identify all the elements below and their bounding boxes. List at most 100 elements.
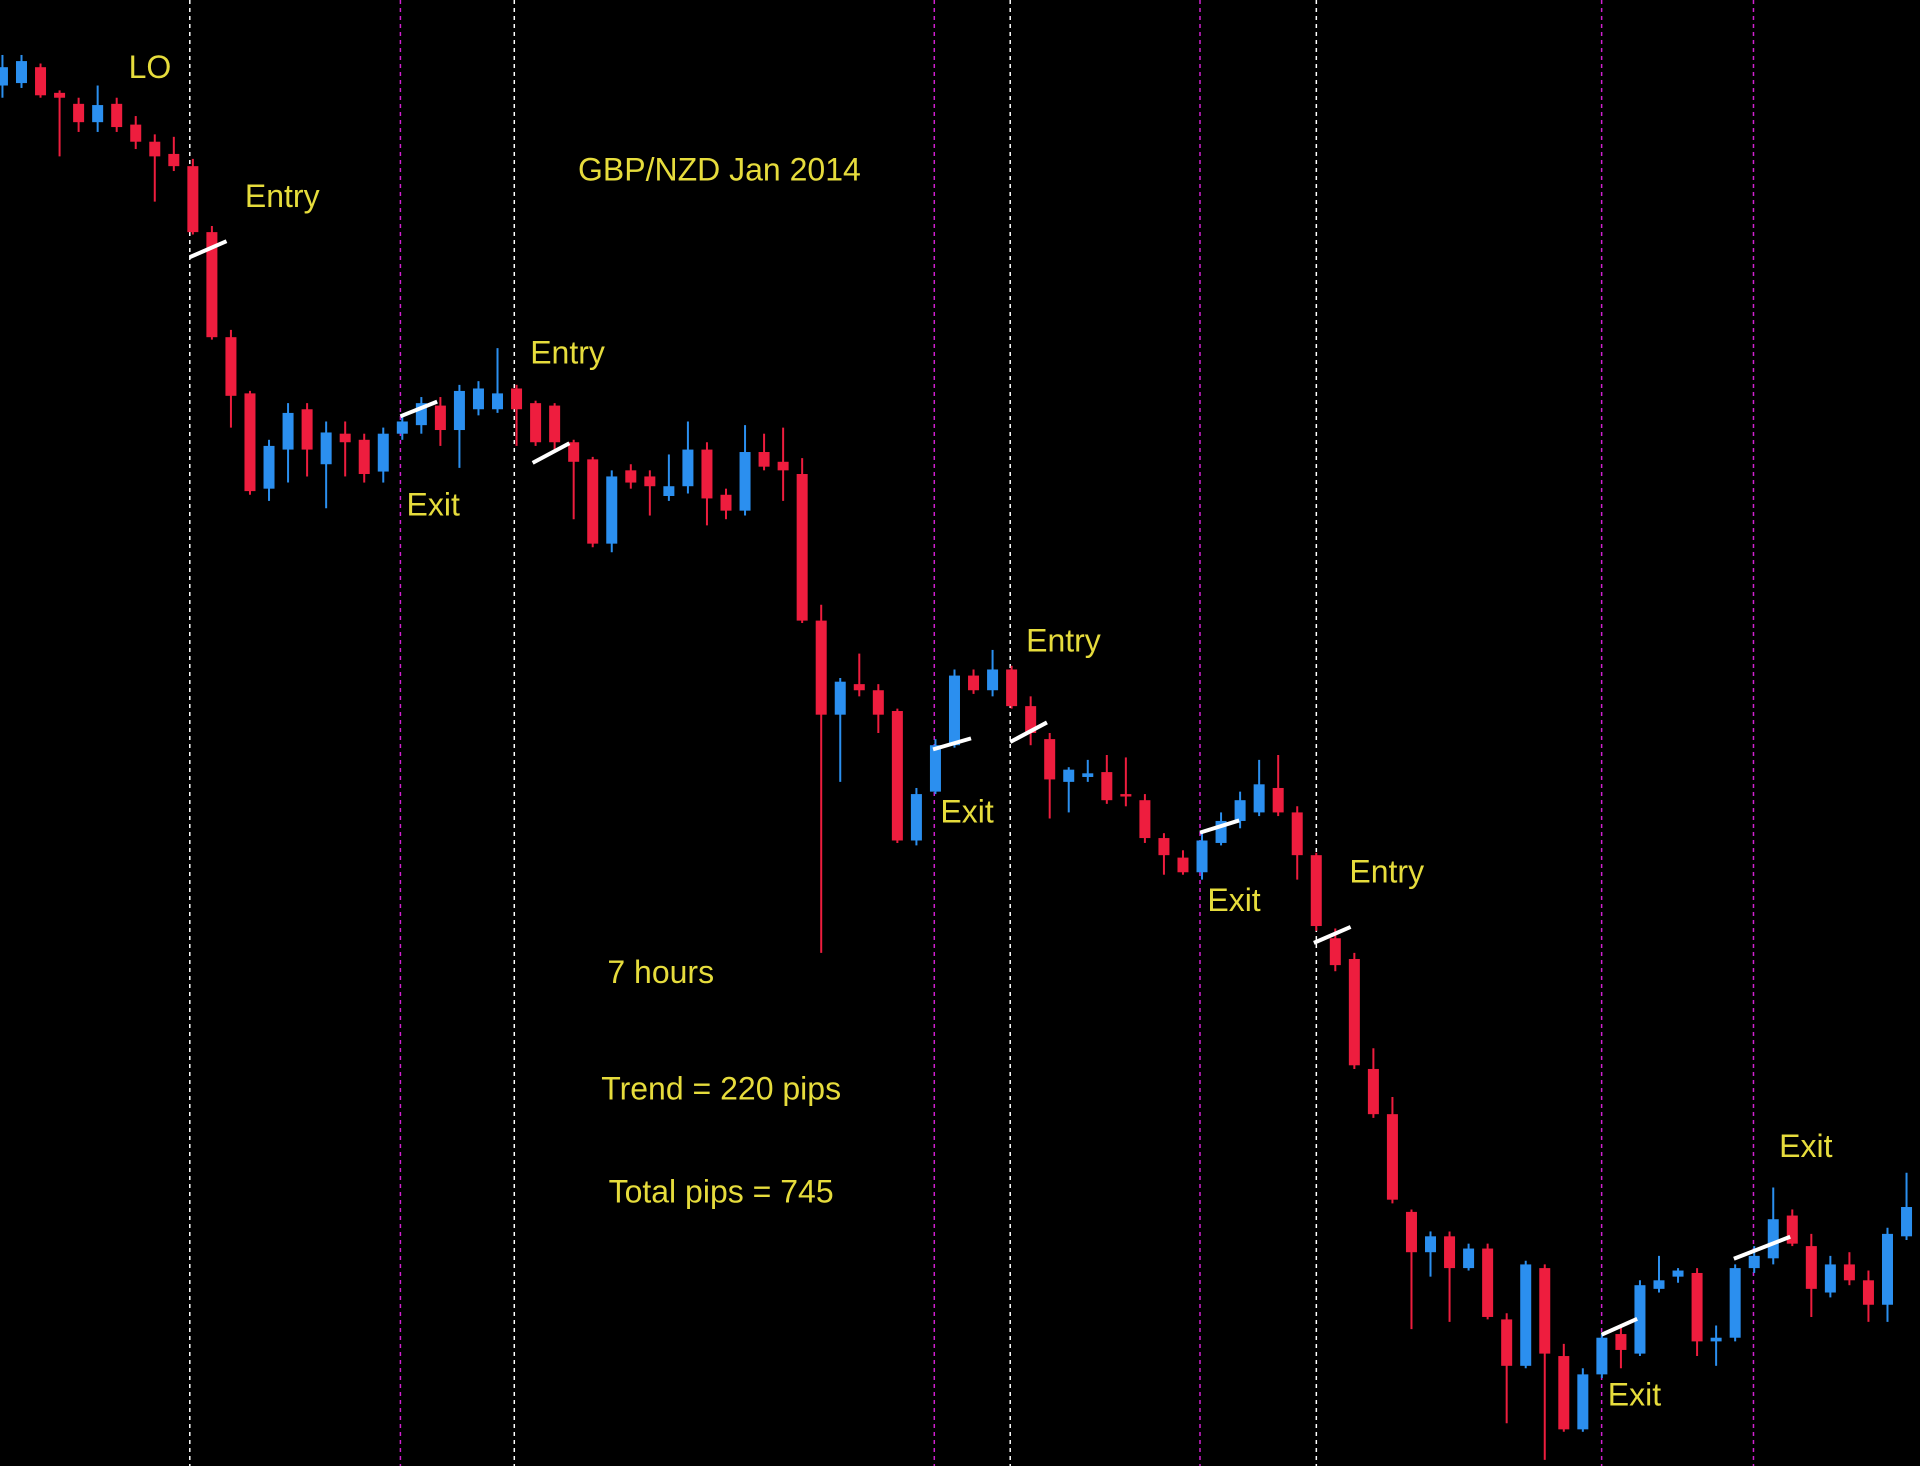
trade-marker [1009,720,1048,744]
candle-body [1729,1268,1741,1338]
candle-body [1901,1207,1913,1237]
candle-body [282,412,294,450]
trade-marker [531,441,571,465]
candle-body [1310,855,1322,927]
candle-body [0,67,8,86]
candle-body [929,745,941,792]
candle-body [1215,820,1227,843]
candle-body [777,461,789,471]
candle-body [1843,1264,1855,1281]
candle-body [1501,1319,1513,1366]
candle-body [358,439,370,475]
trade-marker [189,239,228,259]
candle-body [987,669,999,691]
candle-body [149,141,161,157]
candle-body [1348,959,1360,1066]
candle-body [1405,1211,1417,1253]
candle-body [1691,1272,1703,1342]
candle-body [453,390,465,431]
candle-body [1805,1246,1817,1289]
annotation: Exit [940,794,993,830]
annotation: Trend = 220 pips [601,1070,841,1106]
candle-body [1386,1114,1398,1200]
candle-body [1139,800,1151,839]
annotation: Entry [1026,622,1101,658]
candle-body [1615,1334,1627,1350]
candle-body [130,124,142,142]
candle-body [1329,938,1341,966]
candle-body [1006,669,1018,707]
candle-body [320,432,332,465]
candle-body [1025,706,1037,733]
candle-body [1520,1264,1532,1366]
candle-body [1748,1255,1760,1269]
candle-body [244,393,256,492]
candle-body [511,388,523,410]
candle-body [701,449,713,499]
candle-body [73,103,85,123]
candle-body [948,675,960,746]
candle-body [492,393,504,410]
candle-body [1577,1374,1589,1430]
candle-body [1291,812,1303,856]
candle-body [1234,800,1246,821]
candle-body [1634,1285,1646,1354]
candle-body [587,459,599,544]
candle-body [834,681,846,715]
candle-body [1063,769,1075,782]
chart-title: GBP/NZD Jan 2014 [578,151,861,187]
candle-body [1082,773,1094,777]
annotation: Entry [245,178,320,214]
candle-body [1596,1337,1608,1375]
candle-body [663,486,675,496]
candle-body [1044,739,1056,780]
annotation: LO [129,49,172,85]
candle-body [1539,1268,1551,1354]
candle-body [1177,857,1189,873]
candle-body [187,166,199,233]
annotation: Entry [530,335,605,371]
candle-body [1558,1356,1570,1430]
candle-body [377,433,389,472]
candle-body [1463,1248,1475,1269]
candle-body [263,445,275,489]
candle-body [682,449,694,487]
annotation: Exit [1779,1128,1832,1164]
candle-body [644,476,656,487]
candle-body [1367,1068,1379,1115]
candle-body [549,405,561,443]
candle-body [796,474,808,621]
trade-marker [1313,925,1352,945]
trade-marker [1600,1316,1638,1337]
candle-body [15,61,27,84]
candle-body [1444,1236,1456,1269]
candle-body [35,67,47,96]
annotation: Total pips = 745 [609,1173,834,1209]
candle-body [1786,1215,1798,1244]
candle-body [568,442,580,462]
candle-body [1653,1280,1665,1289]
candle-body [530,403,542,443]
trade-marker [399,399,438,419]
candle-body [739,452,751,511]
candle-body [891,711,903,841]
candle-body [1672,1270,1684,1277]
candle-body [225,337,237,396]
candle-body [1272,787,1284,813]
candle-body [168,153,180,167]
candle-body [625,470,637,483]
candle-body [415,403,427,426]
candle-body [1253,784,1265,813]
candle-body [968,675,980,691]
candle-body [1767,1219,1779,1259]
trade-marker [1733,1234,1791,1261]
candle-body [910,794,922,841]
candle-body [1862,1280,1874,1305]
annotation: Exit [407,486,460,522]
candle-body [758,452,770,467]
annotation: Exit [1608,1377,1661,1413]
candle-body [1120,794,1132,797]
candle-body [815,620,827,715]
